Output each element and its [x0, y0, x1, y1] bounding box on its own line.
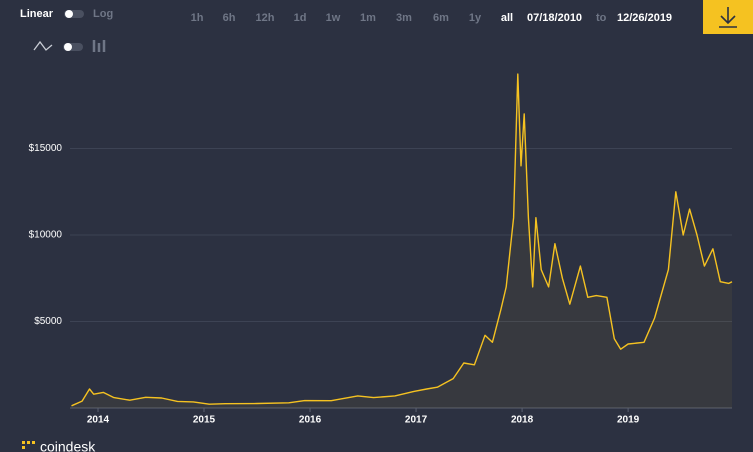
- range-button[interactable]: 3m: [396, 12, 412, 24]
- scale-toggle[interactable]: [64, 10, 84, 18]
- range-button[interactable]: 6h: [223, 12, 236, 24]
- date-to-label: to: [596, 12, 607, 24]
- y-tick-label: $5000: [34, 316, 62, 327]
- y-tick-label: $10000: [29, 230, 63, 241]
- range-button[interactable]: 1d: [294, 12, 307, 24]
- range-button[interactable]: all: [501, 12, 513, 24]
- x-tick-label: 2017: [405, 415, 428, 426]
- x-tick-label: 2016: [299, 415, 322, 426]
- x-tick-label: 2015: [193, 415, 216, 426]
- range-button[interactable]: 1w: [326, 12, 341, 24]
- range-button[interactable]: 1h: [191, 12, 204, 24]
- x-tick-label: 2018: [511, 415, 534, 426]
- date-from[interactable]: 07/18/2010: [527, 12, 582, 24]
- area: [71, 74, 732, 408]
- brand-logo: coindesk: [22, 439, 96, 452]
- range-button[interactable]: 12h: [256, 12, 275, 24]
- brand: coindesk: [40, 439, 96, 452]
- x-tick-label: 2019: [617, 415, 640, 426]
- chart-style-toggle[interactable]: [33, 40, 106, 52]
- scale-option[interactable]: Linear: [20, 8, 54, 20]
- download-button[interactable]: [703, 0, 753, 34]
- scale-option[interactable]: Log: [93, 8, 113, 20]
- range-button[interactable]: 6m: [433, 12, 449, 24]
- range-button[interactable]: 1y: [469, 12, 482, 24]
- x-tick-label: 2014: [87, 415, 110, 426]
- y-tick-label: $15000: [29, 143, 63, 154]
- range-button[interactable]: 1m: [360, 12, 376, 24]
- date-to[interactable]: 12/26/2019: [617, 12, 672, 24]
- price-line: [71, 73, 733, 407]
